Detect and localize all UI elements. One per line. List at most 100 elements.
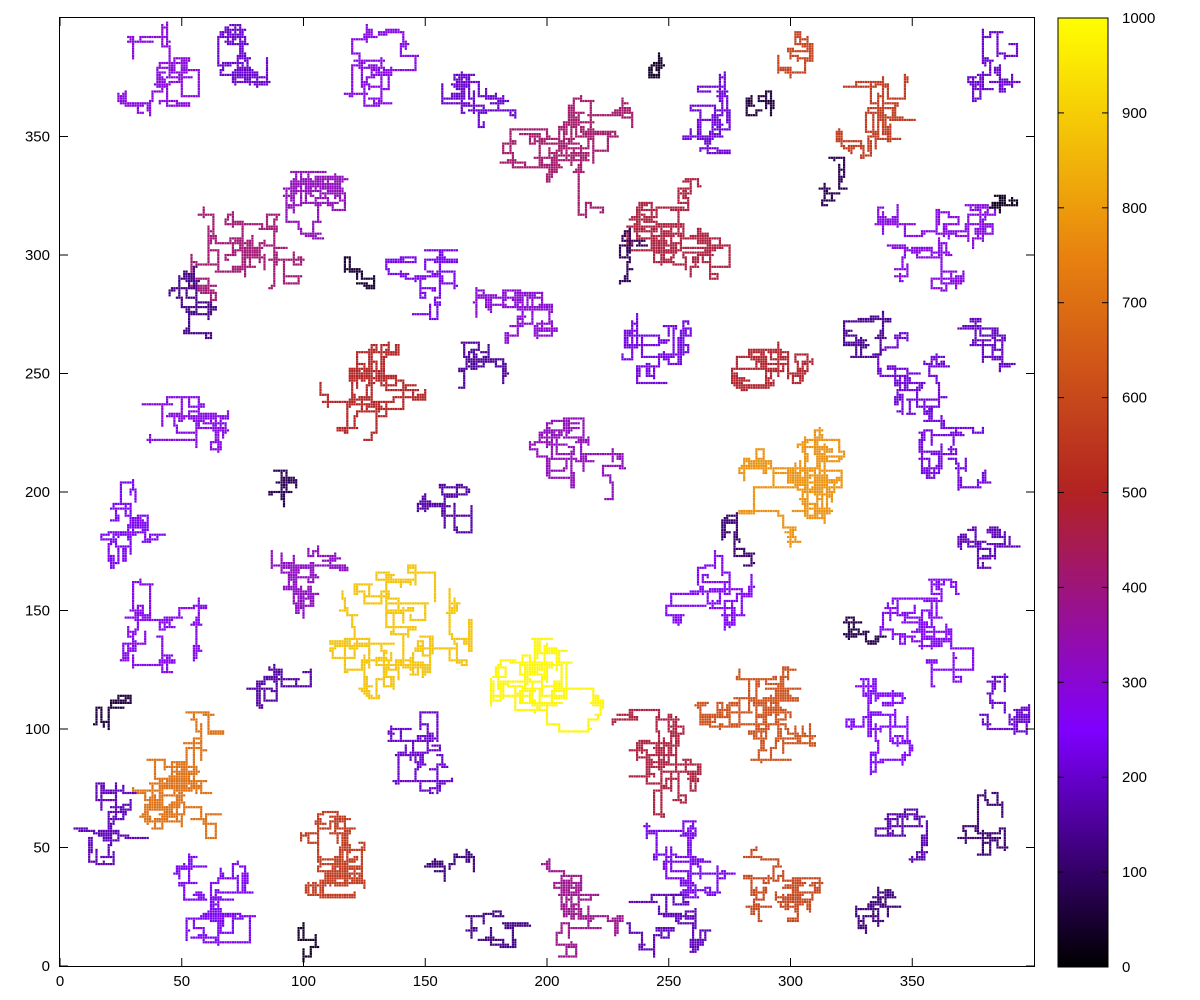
data-point [830, 486, 833, 489]
data-point [828, 488, 831, 491]
data-point [565, 690, 568, 693]
data-point [782, 680, 785, 683]
data-point [448, 633, 451, 636]
data-point [397, 668, 400, 671]
data-point [348, 367, 351, 370]
data-point [745, 467, 748, 470]
data-point [390, 602, 393, 605]
data-point [185, 780, 188, 783]
data-point [380, 348, 383, 351]
data-point [397, 609, 400, 612]
data-point [886, 102, 889, 105]
data-point [821, 498, 824, 501]
data-point [343, 836, 346, 840]
data-point [804, 441, 807, 444]
data-point [338, 609, 342, 612]
data-point [492, 680, 495, 683]
data-point [190, 818, 193, 821]
data-point [828, 450, 831, 453]
data-point [385, 590, 388, 593]
data-point [363, 841, 366, 844]
data-point [662, 225, 665, 228]
data-point [709, 275, 712, 278]
data-point [348, 640, 351, 643]
data-point [212, 813, 215, 816]
data-point [864, 118, 868, 121]
data-point [365, 642, 368, 645]
data-point [404, 581, 407, 584]
data-point [806, 483, 809, 486]
data-point [862, 152, 865, 155]
data-point [653, 251, 656, 254]
data-point [173, 789, 176, 792]
data-point [565, 730, 568, 733]
data-point [774, 486, 777, 489]
data-point [706, 234, 709, 238]
data-point [823, 479, 826, 482]
data-point [818, 891, 821, 894]
data-point [385, 348, 388, 351]
data-point [699, 230, 702, 233]
data-point [382, 360, 385, 363]
data-point [550, 690, 553, 693]
data-point [533, 663, 536, 667]
data-point [808, 900, 812, 904]
data-point [450, 633, 454, 636]
data-point [748, 457, 751, 460]
data-point [777, 732, 780, 735]
data-point [643, 230, 646, 233]
data-point [390, 654, 393, 657]
data-point [353, 642, 356, 645]
data-point [492, 692, 495, 695]
data-point [799, 898, 802, 901]
data-point [765, 732, 768, 735]
data-point [687, 251, 690, 254]
data-point [536, 680, 539, 683]
data-point [750, 462, 753, 465]
data-point [784, 908, 787, 911]
data-point [356, 412, 359, 415]
data-point [336, 870, 339, 873]
data-point [380, 647, 383, 650]
data-point [356, 877, 359, 880]
data-point [731, 704, 734, 707]
data-point [752, 697, 756, 700]
data-point [385, 597, 388, 600]
data-point [847, 149, 850, 152]
data-point [144, 818, 147, 821]
data-point [787, 694, 790, 697]
data-point [779, 675, 782, 678]
data-point [519, 685, 522, 688]
data-point [409, 616, 412, 619]
data-point [341, 865, 344, 868]
data-point [558, 649, 561, 652]
data-point [806, 500, 809, 503]
data-point [448, 599, 451, 603]
data-point [424, 391, 427, 394]
data-point [536, 649, 539, 652]
data-point [419, 602, 422, 605]
data-point [375, 659, 378, 662]
data-point [424, 389, 427, 392]
data-point [867, 140, 870, 143]
data-point [348, 377, 351, 380]
data-point [777, 725, 780, 728]
data-point [202, 711, 205, 714]
data-point [791, 471, 794, 475]
data-point [777, 699, 780, 702]
data-point [701, 242, 704, 245]
data-point [670, 232, 673, 235]
data-point [789, 66, 792, 69]
data-point [755, 460, 758, 463]
data-point [419, 663, 422, 667]
data-point [769, 694, 773, 697]
data-point [881, 111, 885, 114]
data-point [382, 649, 385, 652]
data-point [777, 739, 780, 742]
data-point [640, 237, 644, 240]
data-point [521, 680, 524, 683]
data-point [784, 898, 787, 901]
data-point [353, 592, 356, 595]
data-point [765, 905, 768, 908]
